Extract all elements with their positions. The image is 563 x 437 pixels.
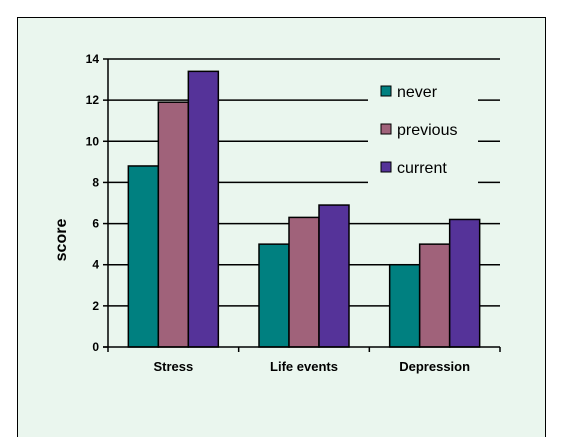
bar-current-stress [187,70,220,348]
bars [127,70,481,348]
y-tick-label: 10 [86,134,100,148]
y-tick-label: 2 [92,299,99,313]
y-tick-label: 14 [86,52,100,66]
legend-label-previous: previous [397,122,457,139]
x-category-labels: Stress Life events Depression [153,359,470,374]
legend-label-never: never [397,84,438,101]
y-axis-title: score [53,219,70,262]
axes [103,58,501,352]
y-tick-label: 12 [86,93,100,107]
legend-swatch-previous [380,123,392,135]
legend-label-current: current [397,160,447,177]
bar-current-depression [448,218,481,348]
legend-swatch-current [380,161,392,173]
x-category-label: Stress [153,359,193,374]
bar-previous-life-events [288,216,320,348]
bar-current-life-events [318,204,350,348]
bar-previous-stress [157,101,190,348]
legend: never previous current [368,76,478,186]
bar-previous-depression [418,243,451,348]
bar-never-depression [388,263,421,348]
bar-never-stress [127,165,160,348]
y-tick-labels: 0 2 4 6 8 10 12 14 [86,52,100,354]
y-tick-label: 4 [92,258,99,272]
x-category-label: Life events [270,359,338,374]
x-category-label: Depression [399,359,470,374]
bar-never-life-events [258,243,290,348]
y-tick-label: 8 [92,175,99,189]
y-tick-label: 0 [92,340,99,354]
y-tick-label: 6 [92,217,99,231]
legend-swatch-never [380,85,392,97]
